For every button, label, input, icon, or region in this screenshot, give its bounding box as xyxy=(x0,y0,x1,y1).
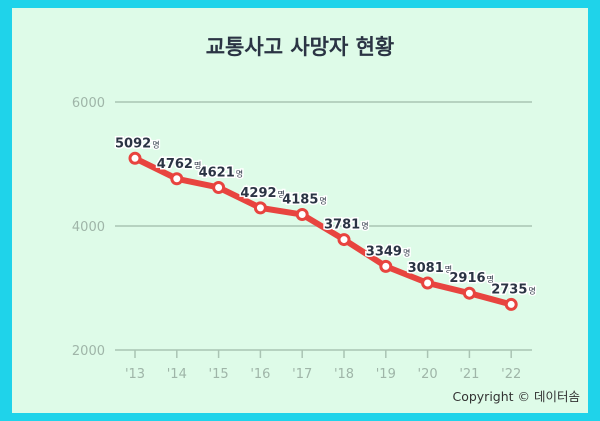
data-label: 3349명 xyxy=(366,244,411,259)
data-label: 2916명 xyxy=(449,271,494,286)
data-point xyxy=(212,180,226,194)
data-label: 4621명 xyxy=(199,165,244,180)
x-tick-label: '13 xyxy=(125,367,145,382)
data-label: 5092명 xyxy=(115,136,160,151)
data-point xyxy=(337,233,351,247)
data-label: 2735명 xyxy=(491,282,536,297)
data-label: 4292명 xyxy=(240,186,285,201)
data-label: 4762명 xyxy=(157,157,202,172)
data-point xyxy=(504,297,518,311)
x-tick-label: '15 xyxy=(209,367,229,382)
x-tick-label: '19 xyxy=(376,367,396,382)
data-point xyxy=(170,172,184,186)
x-tick-label: '18 xyxy=(334,367,354,382)
data-point xyxy=(128,151,142,165)
y-tick-label: 6000 xyxy=(72,96,105,111)
data-point xyxy=(295,208,309,222)
chart-title: 교통사고 사망자 현황 xyxy=(205,35,395,59)
x-tick-label: '14 xyxy=(167,367,187,382)
x-tick-label: '22 xyxy=(501,367,521,382)
data-point xyxy=(379,259,393,273)
data-label: 4185명 xyxy=(282,193,327,208)
x-tick-label: '17 xyxy=(292,367,312,382)
series-line xyxy=(133,155,512,308)
data-point xyxy=(462,286,476,300)
data-point xyxy=(421,276,435,290)
y-tick-label: 4000 xyxy=(72,220,105,235)
data-point xyxy=(253,201,267,215)
x-tick-label: '16 xyxy=(250,367,270,382)
data-label: 3781명 xyxy=(324,218,369,233)
data-label: 3081명 xyxy=(408,261,453,276)
y-tick-label: 2000 xyxy=(72,344,105,359)
x-tick-label: '20 xyxy=(418,367,438,382)
x-tick-label: '21 xyxy=(459,367,479,382)
copyright-text: Copyright © 데이터솜 xyxy=(452,389,580,404)
